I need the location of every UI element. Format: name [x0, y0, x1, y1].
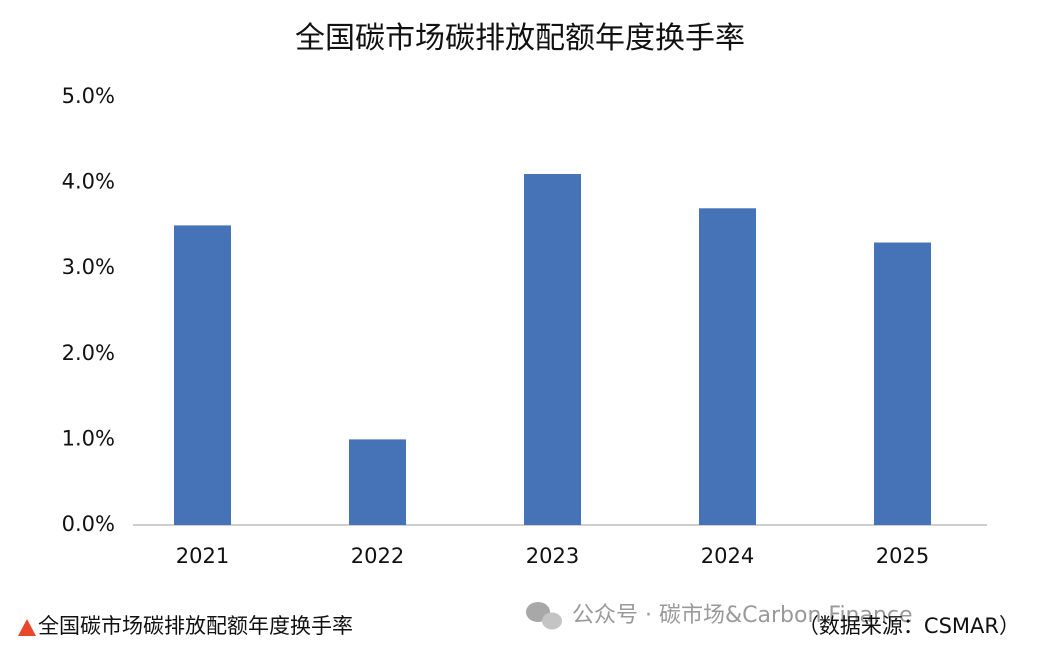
x-tick-label: 2021	[176, 544, 229, 568]
bar	[699, 208, 756, 525]
bar	[874, 242, 931, 525]
wechat-icon	[526, 602, 562, 630]
y-tick-label: 3.0%	[62, 255, 115, 279]
footnote: 全国碳市场碳排放配额年度换手率	[38, 614, 353, 638]
bar	[349, 439, 406, 525]
footnote-marker	[18, 619, 36, 636]
y-tick-label: 5.0%	[62, 84, 115, 108]
x-tick-label: 2022	[351, 544, 404, 568]
y-tick-label: 2.0%	[62, 341, 115, 365]
source-note: （数据来源：CSMAR）	[798, 614, 1020, 638]
y-tick-label: 0.0%	[62, 512, 115, 536]
x-tick-label: 2025	[876, 544, 929, 568]
bar	[524, 174, 581, 526]
chart-title: 全国碳市场碳排放配额年度换手率	[295, 21, 745, 56]
x-tick-label: 2023	[526, 544, 579, 568]
watermark: 公众号 · 碳市场&Carbon Finance	[572, 603, 913, 628]
x-tick-label: 2024	[701, 544, 754, 568]
bar	[174, 225, 231, 525]
y-tick-label: 4.0%	[62, 170, 115, 194]
y-tick-label: 1.0%	[62, 426, 115, 450]
